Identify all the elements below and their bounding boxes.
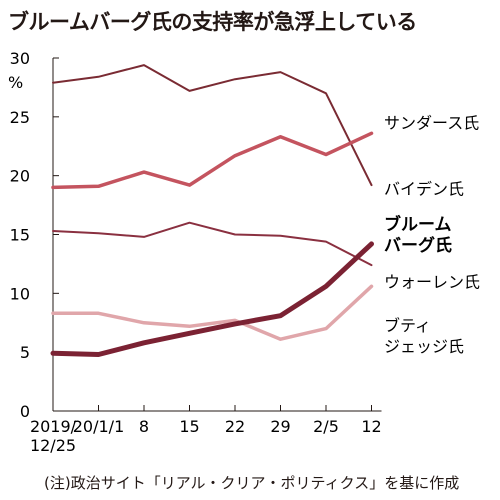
series-label: ブルームバーグ氏 [384,214,452,256]
series-line [50,241,374,357]
series-label: ブティジェッジ氏 [384,316,464,356]
x-tick-label: 15 [179,417,199,436]
series-line [51,284,374,341]
x-tick-label: 2/5 [313,417,339,436]
x-tick-label: 12 [361,417,381,436]
y-tick-label: 20 [10,167,30,186]
series-label: バイデン氏 [384,179,464,198]
x-tick-label: 2019/12/25 [30,417,77,455]
y-tick-label: 25 [10,108,30,127]
series-line [52,221,373,267]
series-label: ウォーレン氏 [384,272,480,291]
y-tick-label: 10 [10,284,30,303]
series-line [52,64,373,187]
x-tick-label: 8 [139,417,149,436]
x-tick-label: 29 [270,417,290,436]
y-tick-label: 0 [20,402,30,421]
y-tick-label: 30 [10,49,30,68]
y-tick-label: 5 [20,343,30,362]
chart-title: ブルームバーグ氏の支持率が急浮上している [8,10,417,34]
series-line [51,131,374,190]
source-note: (注)政治サイト「リアル・クリア・ポリティクス」を基に作成 [44,474,460,492]
series-label: サンダース氏 [384,114,479,133]
x-tick-label: 22 [225,417,245,436]
y-tick-label: 15 [10,226,30,245]
x-tick-label: 20/1/1 [73,417,125,436]
y-unit-label: % [8,73,23,92]
